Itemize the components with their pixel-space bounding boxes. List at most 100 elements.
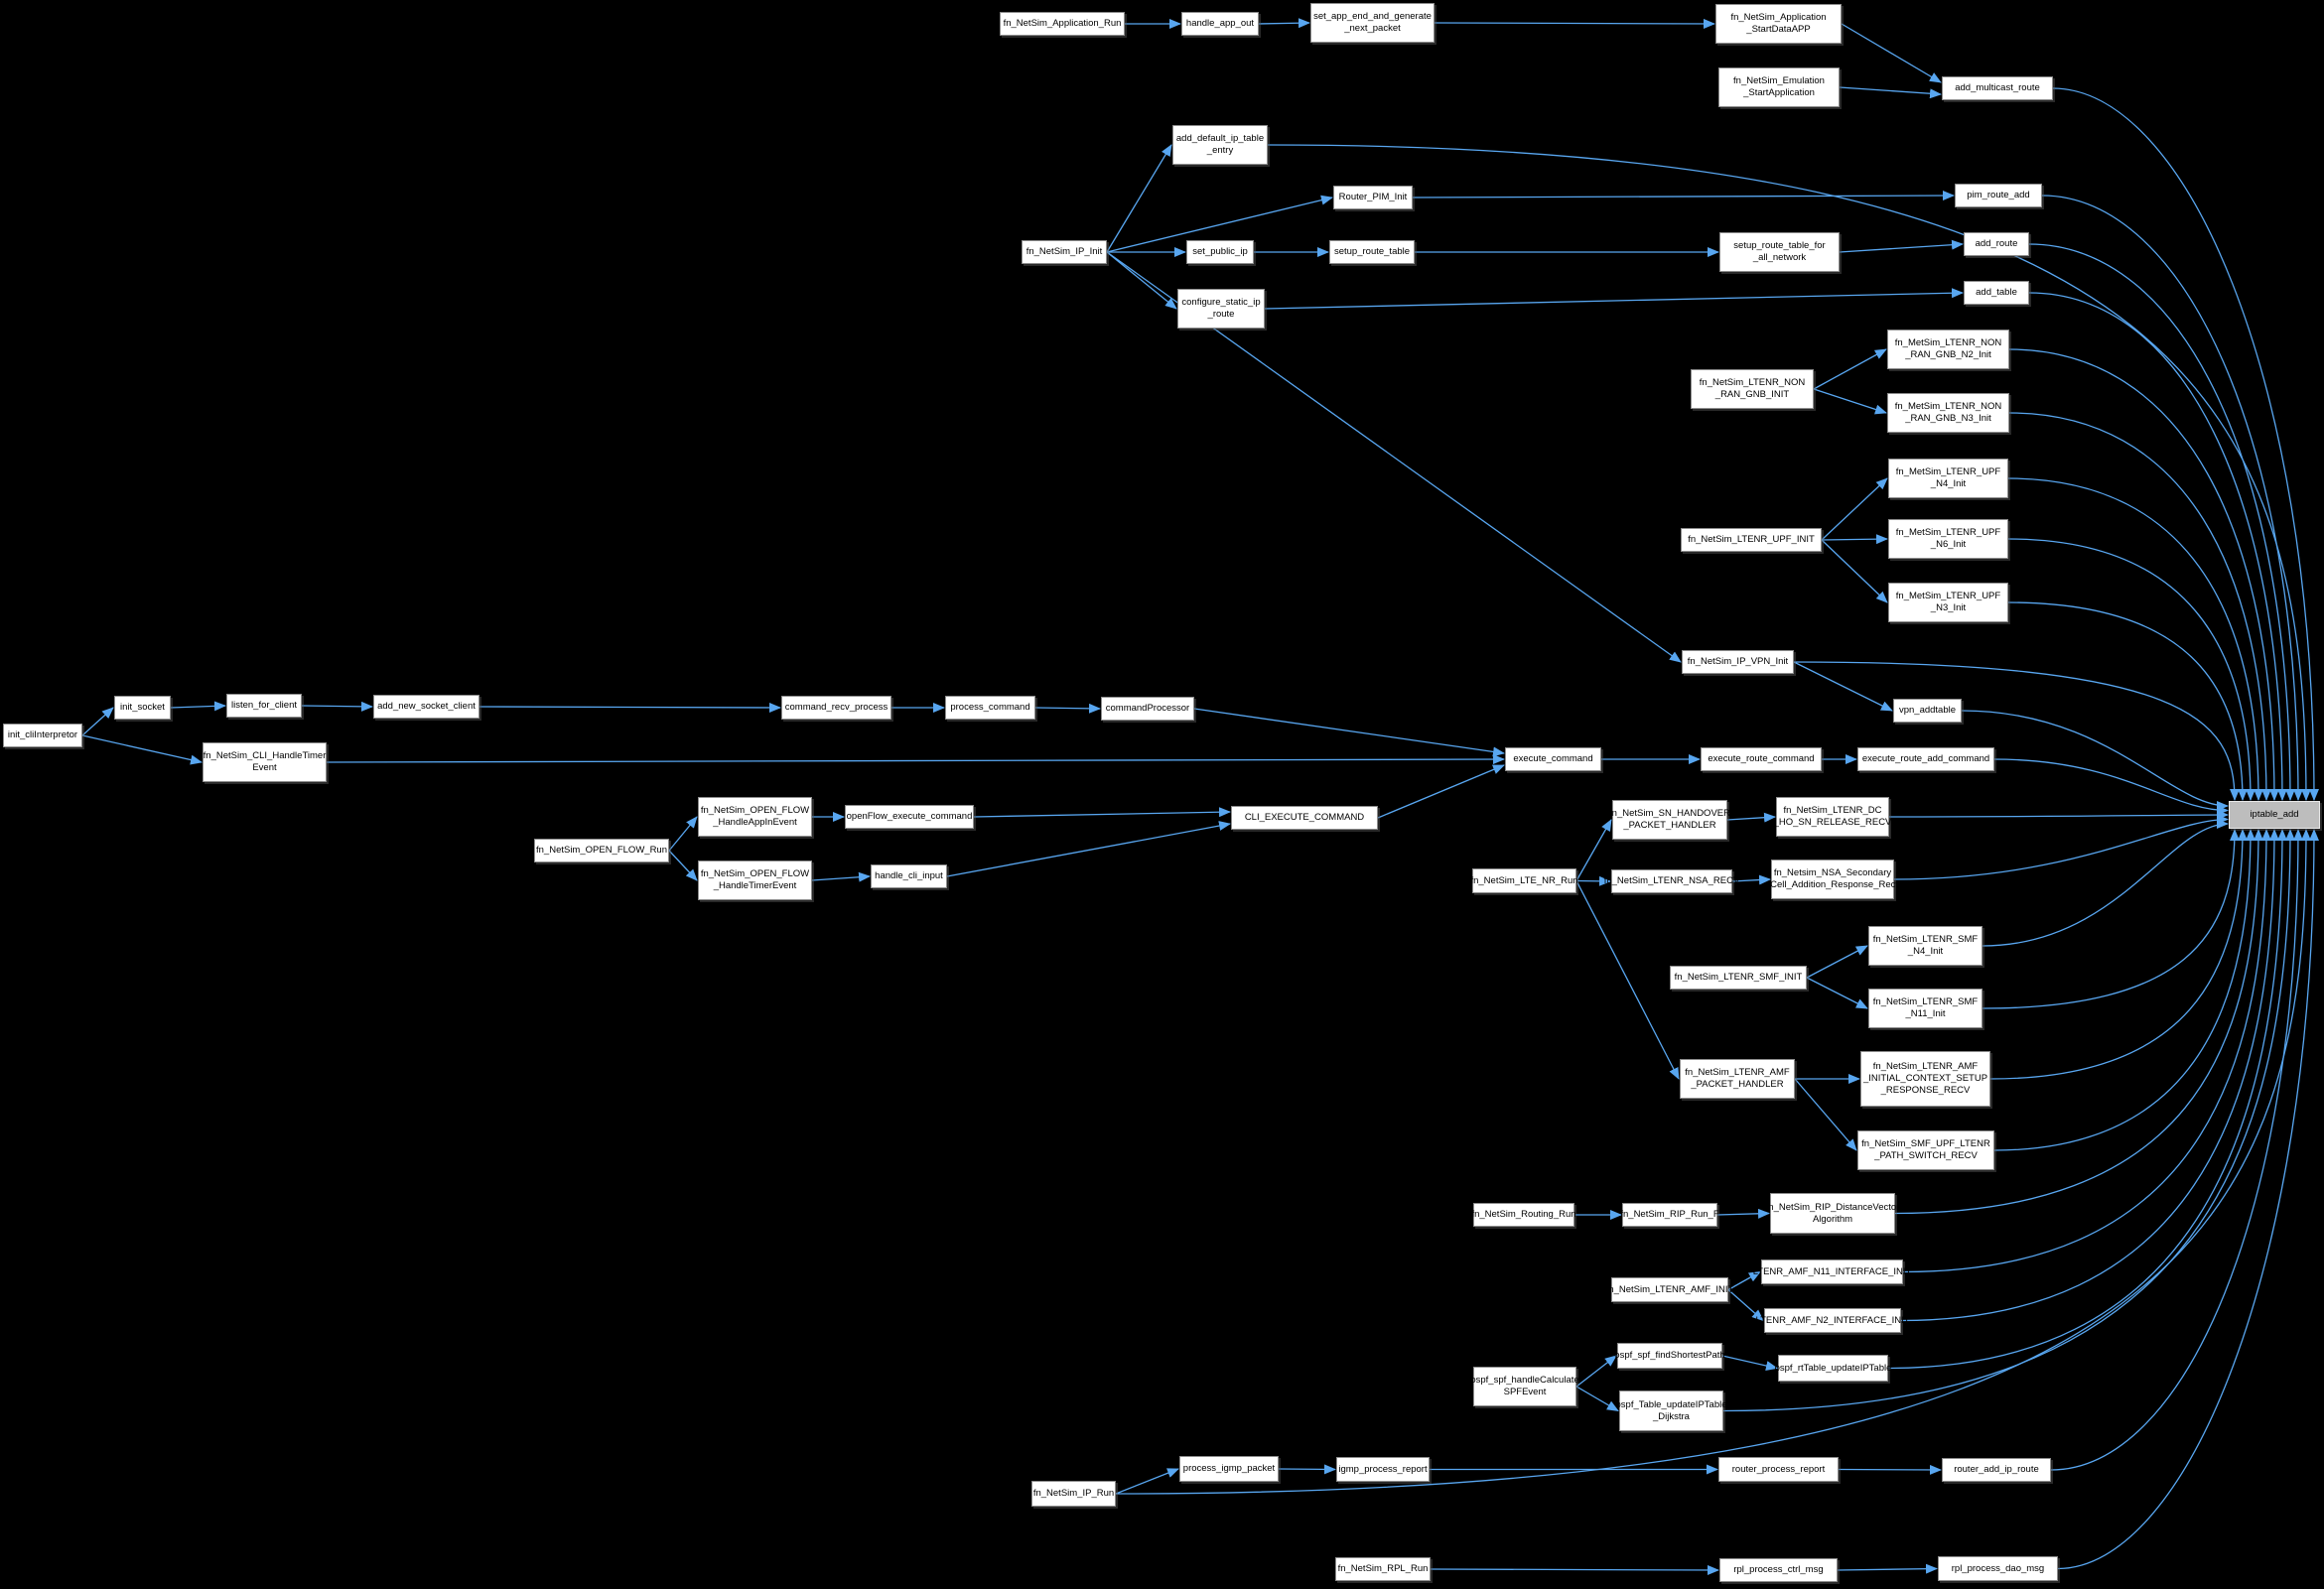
graph-node-cli_exec[interactable]: CLI_EXECUTE_COMMAND <box>1231 806 1378 830</box>
node-label-line: rpl_process_ctrl_msg <box>1733 1564 1823 1576</box>
graph-node-amf_initial[interactable]: fn_NetSim_LTENR_AMF_INITIAL_CONTEXT_SETU… <box>1860 1051 1990 1107</box>
graph-node-igmp_report[interactable]: igmp_process_report <box>1336 1457 1430 1482</box>
edge-handle_cli-to-cli_exec <box>947 824 1230 876</box>
edge-init_socket-to-listen_client <box>171 706 225 708</box>
edge-cfg_static-to-add_table <box>1265 293 1963 309</box>
node-label-line: fn_MetSim_LTENR_UPF <box>1896 527 2000 539</box>
graph-node-app_startdata[interactable]: fn_NetSim_Application_StartDataAPP <box>1715 4 1842 44</box>
node-label-line: _INITIAL_CONTEXT_SETUP <box>1863 1073 1987 1085</box>
graph-node-pim_route_add[interactable]: pim_route_add <box>1955 184 2042 207</box>
graph-node-of_run[interactable]: fn_NetSim_OPEN_FLOW_Run <box>534 839 669 862</box>
graph-node-handle_app_out[interactable]: handle_app_out <box>1181 12 1259 36</box>
graph-node-add_table[interactable]: add_table <box>1964 281 2029 305</box>
graph-node-rpl_run[interactable]: fn_NetSim_RPL_Run <box>1335 1557 1431 1581</box>
node-label-line: fn_NetSim_LTENR_NSA_RECV <box>1604 875 1740 887</box>
graph-node-gnb_init[interactable]: fn_NetSim_LTENR_NON_RAN_GNB_INIT <box>1691 369 1814 409</box>
graph-node-rpl_ctrl[interactable]: rpl_process_ctrl_msg <box>1719 1558 1838 1582</box>
graph-node-ospf_findsp[interactable]: ospf_spf_findShortestPath <box>1617 1343 1722 1369</box>
graph-node-gnb_n2[interactable]: fn_MetSim_LTENR_NON_RAN_GNB_N2_Init <box>1887 330 2009 369</box>
graph-node-exec_route_add[interactable]: execute_route_add_command <box>1857 747 1994 771</box>
graph-node-setup_rt_all[interactable]: setup_route_table_for_all_network <box>1719 232 1840 272</box>
graph-node-cmd_recv[interactable]: command_recv_process <box>781 696 891 720</box>
graph-node-ip_run[interactable]: fn_NetSim_IP_Run <box>1031 1481 1116 1507</box>
graph-node-setup_rt[interactable]: setup_route_table <box>1329 240 1415 264</box>
node-label-line: command_recv_process <box>785 702 889 714</box>
graph-node-set_public_ip[interactable]: set_public_ip <box>1186 240 1254 264</box>
graph-node-listen_client[interactable]: listen_for_client <box>226 694 302 718</box>
node-label-line: fn_NetSim_LTENR_SMF <box>1873 934 1978 946</box>
node-label-line: _entry <box>1207 145 1233 157</box>
node-label-line: _RESPONSE_RECV <box>1881 1085 1971 1097</box>
graph-node-emu_startapp[interactable]: fn_NetSim_Emulation_StartApplication <box>1718 67 1840 107</box>
graph-node-of_exec[interactable]: openFlow_execute_command <box>845 805 974 829</box>
edge-vpn_init-to-iptable_add <box>1794 662 2235 800</box>
graph-node-sn_handover[interactable]: fn_NetSim_SN_HANDOVER_PACKET_HANDLER <box>1612 800 1727 840</box>
graph-node-upf_n4[interactable]: fn_MetSim_LTENR_UPF_N4_Init <box>1888 459 2008 498</box>
graph-node-add_route[interactable]: add_route <box>1964 232 2029 256</box>
graph-node-of_timer[interactable]: fn_NetSim_OPEN_FLOW_HandleTimerEvent <box>698 861 812 900</box>
graph-node-nsa_recv[interactable]: fn_NetSim_LTENR_NSA_RECV <box>1611 869 1732 893</box>
graph-node-dc_ho[interactable]: fn_NetSim_LTENR_DC_HO_SN_RELEASE_RECV <box>1776 797 1889 837</box>
edge-rpl_dao-to-iptable_add <box>2058 830 2314 1569</box>
node-label-line: fn_NetSim_IP_VPN_Init <box>1688 656 1788 668</box>
graph-node-add_default_ip[interactable]: add_default_ip_table_entry <box>1172 125 1268 165</box>
graph-node-router_pim[interactable]: Router_PIM_Init <box>1333 186 1413 209</box>
node-label-line: fn_NetSim_Routing_Run <box>1471 1209 1575 1221</box>
graph-node-rip_dv[interactable]: fn_NetSim_RIP_DistanceVectorAlgorithm <box>1770 1193 1895 1234</box>
graph-node-proc_cmd[interactable]: process_command <box>945 696 1035 720</box>
node-label-line: handle_app_out <box>1186 18 1254 30</box>
graph-node-add_socket[interactable]: add_new_socket_client <box>373 695 479 719</box>
edge-ip_init-to-cfg_static <box>1107 252 1176 309</box>
graph-node-routing_run[interactable]: fn_NetSim_Routing_Run <box>1473 1203 1574 1227</box>
graph-node-ospf_rttable[interactable]: ospf_rtTable_updateIPTable <box>1778 1355 1888 1382</box>
graph-node-upf_n6[interactable]: fn_MetSim_LTENR_UPF_N6_Init <box>1888 519 2008 559</box>
graph-node-amf_handler[interactable]: fn_NetSim_LTENR_AMF_PACKET_HANDLER <box>1680 1059 1795 1099</box>
graph-node-lte_nr_run[interactable]: fn_NetSim_LTE_NR_Run <box>1472 868 1576 893</box>
graph-node-exec_cmd[interactable]: execute_command <box>1505 747 1601 771</box>
graph-node-ospf_dijkstra[interactable]: ospf_Table_updateIPTable_Dijkstra <box>1619 1390 1723 1431</box>
graph-node-ospf_handle[interactable]: ospf_spf_handleCalculateSPFEvent <box>1473 1367 1576 1406</box>
graph-node-app_run[interactable]: fn_NetSim_Application_Run <box>1000 12 1125 36</box>
edge-init_cli-to-init_socket <box>82 708 113 735</box>
edge-cli_exec-to-exec_cmd <box>1378 765 1504 818</box>
node-label-line: setup_route_table <box>1334 246 1410 258</box>
graph-node-handle_cli[interactable]: handle_cli_input <box>871 864 947 888</box>
graph-node-exec_route[interactable]: execute_route_command <box>1701 747 1822 771</box>
graph-node-nsa_secondary[interactable]: fn_Netsim_NSA_Secondary_Cell_Addition_Re… <box>1771 860 1894 899</box>
graph-node-init_socket[interactable]: init_socket <box>114 696 171 720</box>
graph-node-router_report[interactable]: router_process_report <box>1718 1457 1839 1482</box>
graph-node-router_add_ip[interactable]: router_add_ip_route <box>1942 1458 2051 1482</box>
graph-node-cfg_static[interactable]: configure_static_ip_route <box>1177 289 1265 329</box>
graph-node-smf_n11[interactable]: fn_NetSim_LTENR_SMF_N11_Init <box>1868 989 1982 1028</box>
graph-node-rpl_dao[interactable]: rpl_process_dao_msg <box>1938 1556 2058 1581</box>
node-label-line: fn_NetSim_Emulation <box>1733 75 1825 87</box>
graph-node-igmp_packet[interactable]: process_igmp_packet <box>1179 1456 1279 1482</box>
graph-node-set_app_end[interactable]: set_app_end_and_generate_next_packet <box>1310 3 1435 43</box>
graph-node-gnb_n3[interactable]: fn_MetSim_LTENR_NON_RAN_GNB_N3_Init <box>1887 393 2009 433</box>
edge-upf_init-to-upf_n4 <box>1822 478 1887 540</box>
graph-node-cmd_processor[interactable]: commandProcessor <box>1101 697 1194 721</box>
graph-node-upf_n3[interactable]: fn_MetSim_LTENR_UPF_N3_Init <box>1888 583 2008 622</box>
graph-node-amf_init[interactable]: fn_NetSim_LTENR_AMF_INIT <box>1611 1277 1728 1302</box>
graph-node-amf_n11_if[interactable]: LTENR_AMF_N11_INTERFACE_INIT <box>1761 1259 1903 1284</box>
graph-node-of_appin[interactable]: fn_NetSim_OPEN_FLOW_HandleAppInEvent <box>698 797 812 837</box>
edge-of_run-to-of_appin <box>669 817 697 851</box>
graph-node-cli_timer[interactable]: fn_NetSim_CLI_HandleTimerEvent <box>203 742 327 782</box>
graph-node-smf_init[interactable]: fn_NetSim_LTENR_SMF_INIT <box>1670 966 1807 990</box>
edge-upf_init-to-upf_n3 <box>1822 540 1887 602</box>
graph-node-amf_n2_if[interactable]: LTENR_AMF_N2_INTERFACE_INIT <box>1764 1308 1901 1333</box>
graph-node-add_multicast[interactable]: add_multicast_route <box>1942 76 2053 100</box>
graph-node-init_cli[interactable]: init_cliInterpretor <box>3 724 82 747</box>
node-label-line: _next_packet <box>1344 23 1401 35</box>
graph-node-smf_n4[interactable]: fn_NetSim_LTENR_SMF_N4_Init <box>1868 926 1982 966</box>
edge-add_multicast-to-iptable_add <box>2053 88 2314 800</box>
graph-node-upf_init[interactable]: fn_NetSim_LTENR_UPF_INIT <box>1681 528 1822 552</box>
edge-amf_handler-to-smf_upf_path <box>1795 1079 1856 1150</box>
graph-node-ip_init[interactable]: fn_NetSim_IP_Init <box>1022 240 1107 264</box>
graph-node-rip_run_f[interactable]: fn_NetSim_RIP_Run_F <box>1622 1203 1717 1227</box>
node-label-line: fn_NetSim_LTENR_SMF <box>1873 996 1978 1008</box>
graph-node-smf_upf_path[interactable]: fn_NetSim_SMF_UPF_LTENR_PATH_SWITCH_RECV <box>1857 1130 1994 1170</box>
graph-node-vpn_init[interactable]: fn_NetSim_IP_VPN_Init <box>1682 650 1794 674</box>
graph-node-vpn_addtable[interactable]: vpn_addtable <box>1893 699 1962 723</box>
node-label-line: add_new_socket_client <box>377 701 476 713</box>
